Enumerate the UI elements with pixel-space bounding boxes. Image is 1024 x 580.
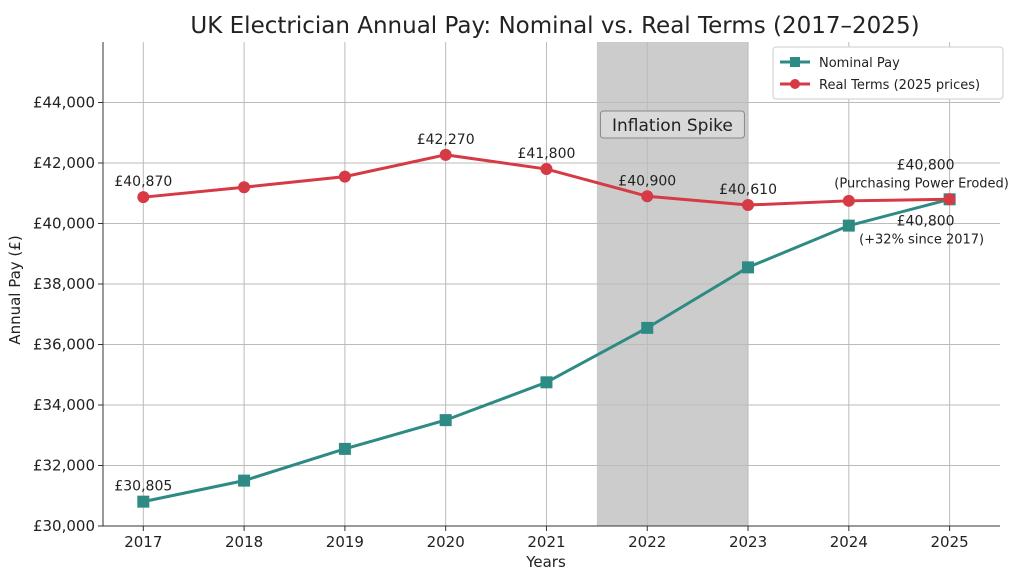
x-tick-label: 2020 bbox=[427, 533, 465, 551]
data-point-real bbox=[742, 199, 755, 212]
data-point-real bbox=[338, 170, 351, 183]
data-label: £40,610 bbox=[719, 182, 777, 198]
chart-title: UK Electrician Annual Pay: Nominal vs. R… bbox=[190, 13, 919, 39]
data-label: £41,800 bbox=[518, 146, 576, 162]
y-tick-label: £30,000 bbox=[33, 517, 95, 535]
data-point-real bbox=[238, 181, 251, 194]
data-point-nominal bbox=[641, 321, 654, 334]
y-tick-label: £44,000 bbox=[33, 94, 95, 112]
data-label: £30,805 bbox=[114, 479, 172, 495]
shaded-region-label: Inflation Spike bbox=[612, 116, 733, 136]
x-tick-label: 2024 bbox=[830, 533, 868, 551]
x-axis-label: Years bbox=[525, 553, 566, 571]
data-point-real bbox=[137, 191, 150, 204]
shaded-region-label-box bbox=[599, 110, 745, 139]
data-point-real bbox=[842, 194, 855, 207]
data-label: £40,800 bbox=[897, 213, 955, 229]
data-label: £42,270 bbox=[417, 132, 475, 148]
data-point-real bbox=[641, 190, 654, 203]
x-tick-label: 2018 bbox=[225, 533, 263, 551]
data-point-nominal bbox=[842, 219, 855, 232]
legend-label: Nominal Pay bbox=[819, 56, 900, 71]
data-point-nominal bbox=[238, 474, 251, 487]
y-tick-label: £40,000 bbox=[33, 215, 95, 233]
legend-label: Real Terms (2025 prices) bbox=[819, 78, 980, 93]
y-tick-label: £38,000 bbox=[33, 275, 95, 293]
x-tick-label: 2022 bbox=[628, 533, 666, 551]
data-label: £40,900 bbox=[618, 173, 676, 189]
x-tick-label: 2019 bbox=[326, 533, 364, 551]
data-point-nominal bbox=[338, 442, 351, 455]
data-point-real bbox=[943, 193, 956, 206]
data-point-nominal bbox=[540, 376, 553, 389]
legend-circle-marker bbox=[790, 79, 800, 89]
x-tick-label: 2023 bbox=[729, 533, 767, 551]
y-tick-label: £34,000 bbox=[33, 396, 95, 414]
data-label-note: (Purchasing Power Eroded) bbox=[834, 176, 1009, 191]
x-tick-label: 2021 bbox=[527, 533, 565, 551]
data-label: £40,870 bbox=[114, 174, 172, 190]
y-tick-label: £36,000 bbox=[33, 336, 95, 354]
x-tick-label: 2025 bbox=[931, 533, 969, 551]
y-axis-label: Annual Pay (£) bbox=[6, 235, 24, 344]
legend bbox=[772, 46, 1004, 100]
x-tick-label: 2017 bbox=[124, 533, 162, 551]
data-label-note: (+32% since 2017) bbox=[859, 232, 984, 247]
data-point-nominal bbox=[439, 414, 452, 427]
data-point-real bbox=[439, 148, 452, 161]
data-point-real bbox=[540, 163, 553, 176]
data-point-nominal bbox=[742, 261, 755, 274]
data-label: £40,800 bbox=[897, 157, 955, 173]
y-tick-label: £42,000 bbox=[33, 154, 95, 172]
legend-square-marker bbox=[790, 57, 800, 67]
data-point-nominal bbox=[137, 495, 150, 508]
y-tick-label: £32,000 bbox=[33, 457, 95, 475]
